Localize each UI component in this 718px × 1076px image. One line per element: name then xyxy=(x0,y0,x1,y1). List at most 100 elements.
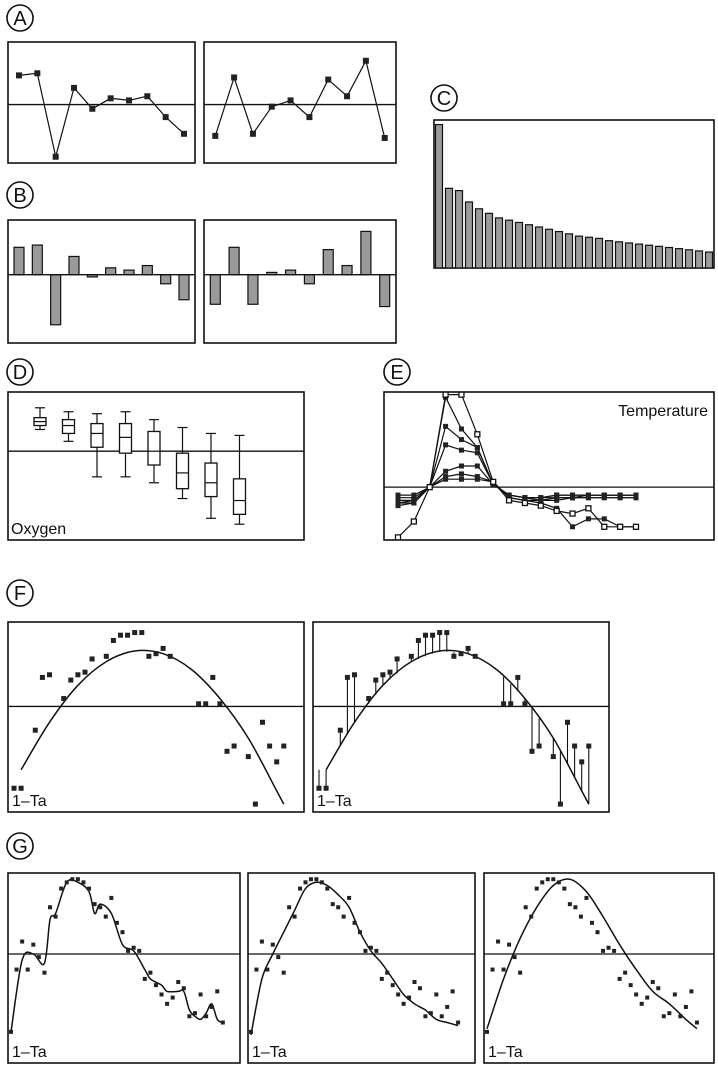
chart-e-point-1-1 xyxy=(411,495,417,501)
chart-c-bar-2 xyxy=(454,189,464,269)
chart-a-point-1-2 xyxy=(249,130,256,137)
chart-c-bar-24 xyxy=(674,248,684,269)
chart-e-point-0-1 xyxy=(411,492,417,498)
chart-g-point-2-20 xyxy=(595,930,600,935)
chart-e-point-3-12 xyxy=(585,492,591,498)
chart-a-point-1-5 xyxy=(306,114,313,121)
chart-c-bar-13 xyxy=(564,233,574,269)
chart-a-series-line-0 xyxy=(18,72,185,157)
chart-d-box-1 xyxy=(61,418,76,435)
chart-g-point-2-23 xyxy=(612,948,617,953)
chart-f-point-1-12 xyxy=(423,632,428,638)
chart-b-bar-1-8 xyxy=(360,230,372,276)
chart-c-bar-23 xyxy=(664,246,674,269)
chart-f-point-1-9 xyxy=(394,656,400,662)
chart-g-smooth-curve-2 xyxy=(486,878,698,1030)
chart-g-point-0-30 xyxy=(176,980,181,985)
chart-f-point-1-6 xyxy=(373,677,379,683)
chart-f-point-1-4 xyxy=(352,672,357,678)
chart-c-bar-4 xyxy=(474,208,484,269)
chart-f-point-0-18 xyxy=(160,645,166,651)
chart-g-frame-0 xyxy=(7,872,241,1064)
chart-e-point-3-5 xyxy=(474,463,480,469)
chart-e-frame xyxy=(383,391,715,541)
chart-d-box-4 xyxy=(147,430,161,466)
panel-letter-f-text: F xyxy=(14,583,26,605)
chart-f-point-1-20 xyxy=(501,701,507,707)
chart-c-bar-0 xyxy=(434,123,444,269)
chart-c-bar-12 xyxy=(554,230,564,269)
chart-g-point-2-4 xyxy=(507,942,512,947)
chart-f-point-0-5 xyxy=(61,696,67,702)
chart-g-label-0: 1–Ta xyxy=(12,1044,47,1061)
chart-f-point-0-28 xyxy=(260,719,265,725)
chart-a-point-0-9 xyxy=(181,130,187,137)
chart-g-point-1-34 xyxy=(434,992,439,997)
chart-b-bar-0-7 xyxy=(141,264,153,276)
panel-letter-c: C xyxy=(430,84,458,112)
chart-g-frame-2 xyxy=(483,872,715,1064)
chart-g-point-2-35 xyxy=(678,1014,683,1019)
chart-e-point-4-10 xyxy=(554,497,560,503)
chart-g-point-0-21 xyxy=(126,948,131,953)
chart-e-point-3-1 xyxy=(411,497,417,503)
chart-g-point-1-1 xyxy=(254,967,259,972)
chart-c-bar-7 xyxy=(504,219,514,269)
chart-g-point-2-1 xyxy=(490,967,495,972)
chart-g-point-1-14 xyxy=(325,886,330,891)
chart-d-frame xyxy=(7,391,305,541)
chart-e-point-5-1 xyxy=(411,500,417,506)
chart-a-point-1-0 xyxy=(212,132,219,139)
chart-f-point-0-24 xyxy=(224,748,230,754)
chart-e-point-3-4 xyxy=(458,463,464,469)
chart-g-point-0-7 xyxy=(48,905,53,910)
chart-e-point-4-5 xyxy=(474,474,480,480)
chart-d-box-2 xyxy=(90,422,104,448)
chart-g-point-2-30 xyxy=(650,980,655,985)
chart-a-point-0-7 xyxy=(144,93,151,100)
chart-a-point-0-4 xyxy=(89,105,96,112)
chart-e-point-6-0 xyxy=(394,534,402,541)
chart-a-point-0-6 xyxy=(126,97,132,104)
panel-letter-d-text: D xyxy=(13,362,27,384)
chart-g-point-2-31 xyxy=(656,986,661,991)
chart-f-point-0-22 xyxy=(210,674,216,680)
chart-c-bar-8 xyxy=(514,221,524,269)
chart-g-point-2-14 xyxy=(562,886,567,891)
chart-g-point-1-24 xyxy=(379,976,384,981)
chart-c-bar-18 xyxy=(614,241,624,269)
chart-e-point-6-11 xyxy=(569,510,576,517)
chart-g-point-1-19 xyxy=(352,920,357,925)
chart-g-point-1-28 xyxy=(401,1001,406,1006)
chart-b-bar-0-2 xyxy=(50,274,62,326)
chart-f-point-1-25 xyxy=(536,743,542,749)
chart-g-point-2-10 xyxy=(540,880,545,885)
chart-c-bar-14 xyxy=(574,235,584,269)
chart-e-point-6-7 xyxy=(505,497,513,504)
chart-f-point-1-7 xyxy=(380,672,386,678)
chart-a-point-1-8 xyxy=(362,57,369,64)
chart-e-point-2-10 xyxy=(554,492,560,498)
chart-e-point-1-5 xyxy=(474,445,480,450)
chart-c-bar-9 xyxy=(524,224,534,269)
chart-d-box-3 xyxy=(118,422,133,454)
chart-f-point-0-17 xyxy=(153,651,159,657)
panel-letter-c-text: C xyxy=(437,88,451,110)
chart-g-point-2-32 xyxy=(661,1014,666,1019)
chart-g-point-1-17 xyxy=(341,914,346,919)
chart-b-bar-1-6 xyxy=(322,249,334,276)
chart-c-bar-21 xyxy=(644,244,654,269)
chart-g-point-0-6 xyxy=(42,970,47,975)
chart-g-point-1-37 xyxy=(450,989,455,994)
chart-g-point-0-3 xyxy=(25,967,30,972)
chart-g-point-1-6 xyxy=(281,970,286,975)
chart-g-point-2-26 xyxy=(628,983,633,988)
chart-e-point-6-3 xyxy=(442,391,449,398)
chart-g-point-1-29 xyxy=(407,995,412,1000)
chart-g-label-1: 1–Ta xyxy=(252,1044,287,1061)
chart-e-point-6-2 xyxy=(426,483,433,491)
chart-c-bar-19 xyxy=(624,242,634,269)
chart-b-bar-0-1 xyxy=(31,244,43,276)
chart-g-point-0-17 xyxy=(103,914,108,919)
chart-g-point-2-27 xyxy=(634,992,639,997)
